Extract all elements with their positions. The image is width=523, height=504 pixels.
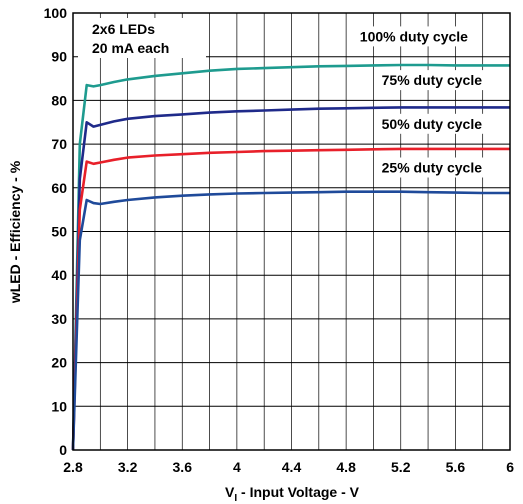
x-tick-label: 3.6 bbox=[173, 459, 193, 475]
series-label-2: 75% duty cycle bbox=[382, 72, 483, 88]
series-line-3 bbox=[71, 147, 510, 451]
series-label-3: 50% duty cycle bbox=[382, 116, 483, 132]
y-tick-label: 30 bbox=[51, 311, 67, 327]
annotation-line-1: 2x6 LEDs bbox=[92, 21, 155, 37]
annotation-box-background bbox=[78, 18, 206, 58]
series-label-4: 25% duty cycle bbox=[382, 160, 483, 176]
series-label-background-3 bbox=[375, 113, 489, 134]
x-tick-labels: 2.8 3.2 3.6 4 4.4 4.8 5.2 5.6 6 bbox=[63, 459, 514, 475]
series-line-2 bbox=[71, 106, 510, 451]
y-tick-label: 40 bbox=[51, 267, 67, 283]
y-tick-labels: 0 10 20 30 40 50 60 70 80 90 100 bbox=[44, 5, 68, 458]
y-tick-label: 70 bbox=[51, 136, 67, 152]
y-tick-label: 80 bbox=[51, 92, 67, 108]
grid-lines bbox=[73, 13, 510, 450]
x-tick-label: 5.6 bbox=[446, 459, 466, 475]
series-label-1: 100% duty cycle bbox=[360, 28, 468, 44]
x-axis-title-subscript: I bbox=[234, 493, 237, 504]
x-tick-label: 2.8 bbox=[63, 459, 83, 475]
x-tick-label: 6 bbox=[506, 459, 514, 475]
y-tick-label: 0 bbox=[59, 442, 67, 458]
y-tick-label: 90 bbox=[51, 49, 67, 65]
x-axis-title: VI - Input Voltage - V bbox=[225, 484, 360, 504]
series-line-4 bbox=[71, 190, 510, 451]
y-tick-label: 20 bbox=[51, 355, 67, 371]
x-tick-label: 4 bbox=[233, 459, 241, 475]
plot-frame bbox=[72, 12, 511, 451]
x-tick-label: 4.4 bbox=[282, 459, 302, 475]
y-axis-title: wLED - Efficiency - % bbox=[7, 160, 23, 304]
annotation-box: 2x6 LEDs 20 mA each bbox=[78, 18, 206, 58]
series-label-background-2 bbox=[375, 70, 489, 91]
x-tick-label: 3.2 bbox=[118, 459, 138, 475]
x-tick-label: 5.2 bbox=[391, 459, 411, 475]
series-label-background-4 bbox=[375, 157, 489, 178]
y-tick-label: 60 bbox=[51, 180, 67, 196]
series-lines bbox=[71, 63, 510, 451]
y-tick-label: 10 bbox=[51, 398, 67, 414]
series-label-background-1 bbox=[353, 26, 475, 47]
series-line-1 bbox=[71, 63, 510, 451]
annotation-line-2: 20 mA each bbox=[92, 40, 169, 56]
y-tick-label: 100 bbox=[44, 5, 68, 21]
x-tick-label: 4.8 bbox=[336, 459, 356, 475]
x-axis-title-main: V bbox=[225, 484, 235, 500]
x-axis-title-rest: - Input Voltage - V bbox=[237, 484, 360, 500]
series-labels: 100% duty cycle 75% duty cycle 50% duty cy… bbox=[353, 26, 489, 178]
y-tick-label: 50 bbox=[51, 224, 67, 240]
